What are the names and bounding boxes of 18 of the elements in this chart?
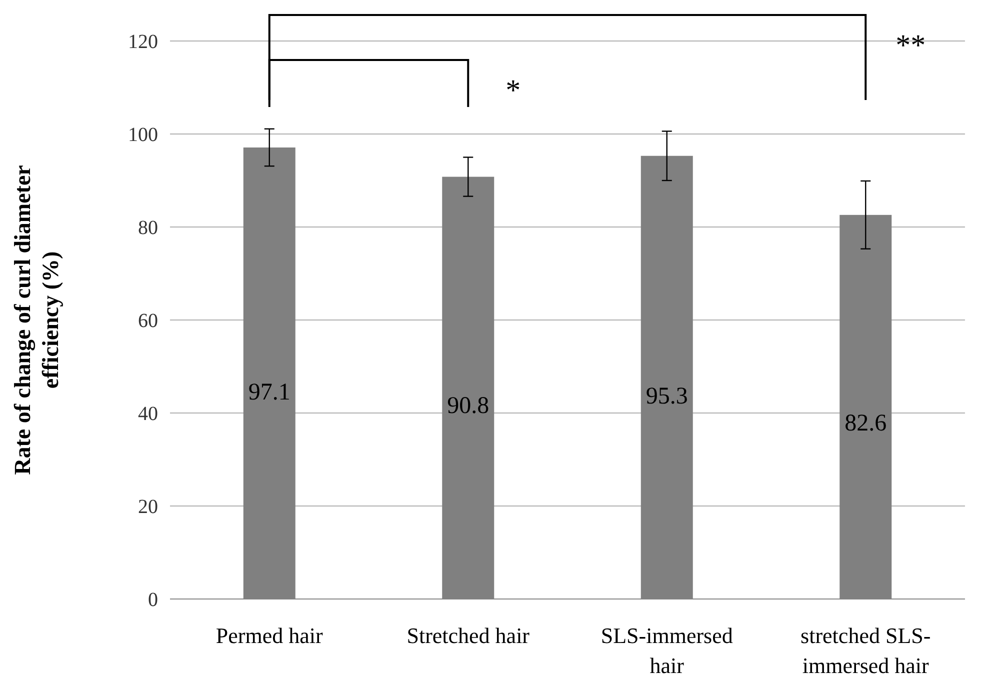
y-tick-label: 80 bbox=[138, 217, 158, 239]
y-tick-label: 100 bbox=[128, 124, 158, 146]
data-label: 97.1 bbox=[248, 380, 290, 406]
annotation: * bbox=[506, 74, 521, 107]
y-axis-title: Rate of change of curl diameter efficiency (%) bbox=[10, 165, 63, 475]
x-tick-label: Stretched hair bbox=[406, 623, 530, 648]
annotation: ** bbox=[896, 29, 926, 62]
data-label: 82.6 bbox=[844, 410, 887, 437]
y-tick-label: 0 bbox=[148, 589, 158, 611]
y-tick-label: 60 bbox=[138, 310, 158, 332]
x-tick-label: stretched SLS-immersed hair bbox=[800, 623, 931, 678]
y-tick-label: 120 bbox=[128, 31, 158, 53]
data-label: 95.3 bbox=[646, 384, 688, 410]
x-tick-label: SLS-immersed hair bbox=[600, 623, 733, 678]
y-tick-label: 40 bbox=[138, 403, 158, 425]
x-tick-label: Permed hair bbox=[216, 623, 324, 648]
data-label: 90.8 bbox=[447, 393, 490, 420]
y-tick-label: 20 bbox=[138, 496, 158, 518]
